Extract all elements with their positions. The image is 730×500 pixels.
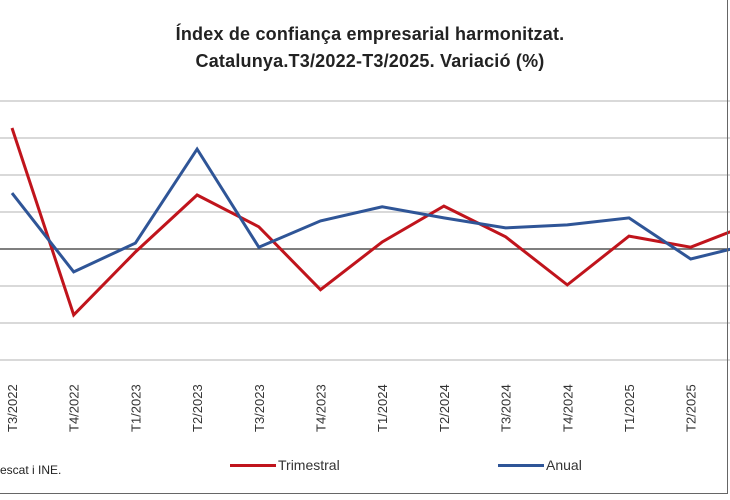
x-tick-label: T4/2024 [560, 384, 575, 432]
legend-item-trimestral: Trimestral [230, 457, 340, 473]
chart-title-line-2: Catalunya.T3/2022-T3/2025. Variació (%) [195, 51, 545, 71]
x-tick-label: T1/2025 [622, 384, 637, 432]
x-tick-label: T2/2025 [684, 384, 699, 432]
legend-swatch-anual [498, 463, 544, 467]
legend-label-trimestral: Trimestral [278, 457, 340, 473]
x-tick-label: T3/2023 [252, 384, 267, 432]
legend-swatch-trimestral [230, 463, 276, 467]
x-tick-label: T1/2023 [128, 384, 143, 432]
x-tick-label: T2/2023 [190, 384, 205, 432]
x-tick-label: T4/2022 [67, 384, 82, 432]
x-tick-label: T3/2022 [5, 384, 20, 432]
line-chart: T3/2022 T4/2022 T1/2023 T2/2023 T3/2023 T4/20… [0, 100, 730, 432]
chart-title-line-1: Índex de confiança empresarial harmonitz… [175, 24, 565, 44]
x-tick-label: T3/2024 [499, 384, 514, 432]
source-note: escat i INE. [0, 463, 62, 477]
x-tick-label: T1/2024 [375, 384, 390, 432]
legend-item-anual: Anual [498, 457, 582, 473]
legend-label-anual: Anual [546, 457, 582, 473]
x-tick-label: T4/2023 [314, 384, 329, 432]
x-tick-label: T2/2024 [437, 384, 452, 432]
